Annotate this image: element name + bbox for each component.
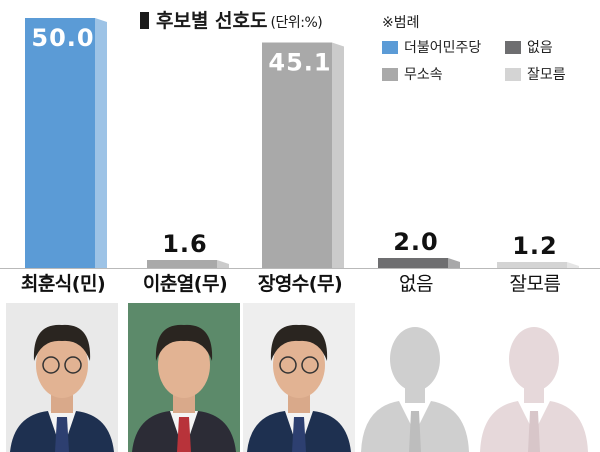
bar: [497, 262, 567, 268]
legend-item-democratic: 더불어민주당: [382, 37, 481, 57]
bar-value-label: 45.1: [268, 49, 331, 77]
legend-swatch: [505, 67, 521, 81]
category-label: 이춘열(무): [143, 273, 227, 295]
face-shape: [273, 332, 325, 398]
bar-side: [332, 42, 344, 268]
tie-shape: [292, 417, 306, 452]
hair-shape: [270, 324, 328, 361]
silhouette-tie: [528, 411, 540, 452]
silhouette-head: [509, 327, 559, 391]
category-label: 최훈식(민): [21, 272, 105, 295]
legend-label: 더불어민주당: [404, 40, 482, 56]
tie-shape: [55, 417, 69, 452]
bar-side: [448, 258, 460, 268]
glasses-shape: [301, 356, 319, 374]
silhouette-tie: [409, 411, 421, 452]
silhouette-head: [390, 327, 440, 391]
hair-shape: [155, 324, 213, 361]
glasses-shape: [64, 356, 82, 374]
glasses-shape: [42, 356, 60, 374]
legend-item-dont-know: 잘모름: [505, 64, 566, 84]
bar-side: [217, 260, 229, 268]
legend-swatch: [505, 40, 521, 54]
bar: [262, 42, 332, 268]
face-shape: [158, 332, 210, 398]
silhouette-neck: [405, 385, 425, 403]
bar-value-label: 1.2: [512, 232, 558, 260]
bar-side: [95, 18, 107, 268]
legend-title: ※범례: [382, 15, 420, 31]
chart-title-block: 후보별 선호도 (단위:%): [140, 6, 323, 33]
silhouette-neck: [524, 385, 544, 403]
bar: [147, 260, 217, 268]
chart-title: 후보별 선호도: [156, 10, 268, 32]
bar: [25, 18, 95, 268]
legend-item-independent: 무소속: [382, 64, 443, 84]
legend-label: 잘모름: [527, 67, 566, 83]
glasses-shape: [279, 356, 297, 374]
bar-side: [567, 262, 579, 268]
legend-swatch: [382, 40, 398, 54]
bar-value-label: 1.6: [162, 230, 208, 258]
face-shape: [36, 332, 88, 398]
bar-value-label: 50.0: [31, 24, 94, 52]
bar-value-label: 2.0: [393, 228, 439, 256]
bar: [378, 258, 448, 268]
chart-unit: (단위:%): [270, 15, 323, 31]
title-marker: [140, 12, 149, 29]
category-label: 없음: [399, 273, 433, 295]
legend-item-none: 없음: [505, 37, 553, 57]
tie-shape: [177, 417, 191, 452]
category-label: 잘모름: [510, 273, 561, 295]
category-label: 장영수(무): [258, 273, 342, 295]
hair-shape: [33, 324, 91, 361]
legend-label: 무소속: [404, 67, 443, 83]
legend-swatch: [382, 67, 398, 81]
legend-label: 없음: [527, 40, 553, 56]
